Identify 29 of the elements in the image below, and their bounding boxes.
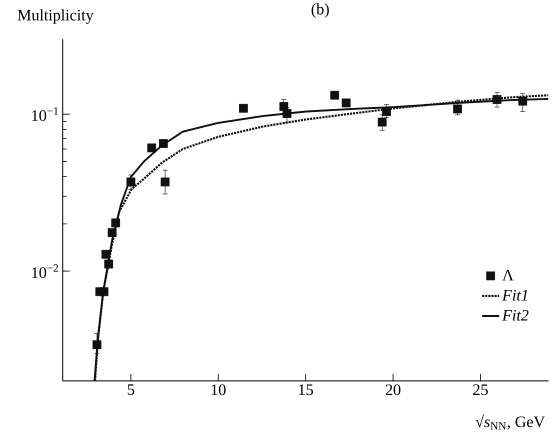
point [92, 340, 102, 349]
point [518, 96, 528, 106]
point [147, 143, 156, 152]
legend-label: Λ [502, 270, 514, 280]
x-tick-label: 20 [386, 384, 400, 396]
x-tick-label: 25 [473, 384, 488, 396]
point [239, 104, 248, 113]
point [378, 118, 387, 126]
y-tick-label: 10$^{−2}$ [32, 264, 58, 278]
point [342, 98, 351, 108]
point [100, 287, 108, 296]
point [158, 139, 168, 148]
point [101, 250, 110, 259]
point [330, 90, 340, 100]
x-tick-label: 15 [299, 384, 314, 395]
x-tick-label: 10 [212, 384, 226, 396]
legend-label: Fit2 [502, 310, 529, 321]
chart-title: (b) [312, 3, 329, 18]
point [126, 177, 136, 186]
x-axis-title: √s$_{NN}$, GeV [476, 414, 545, 430]
point [492, 94, 502, 104]
y-axis-title: Multiplicity [18, 9, 94, 24]
point [108, 228, 117, 237]
point [160, 177, 170, 186]
y-tick-label: 10$^{−1}$ [32, 107, 58, 121]
point [111, 218, 120, 228]
x-tick-label: 5 [128, 384, 134, 395]
point [104, 260, 114, 268]
legend-label: Fit1 [502, 290, 528, 300]
